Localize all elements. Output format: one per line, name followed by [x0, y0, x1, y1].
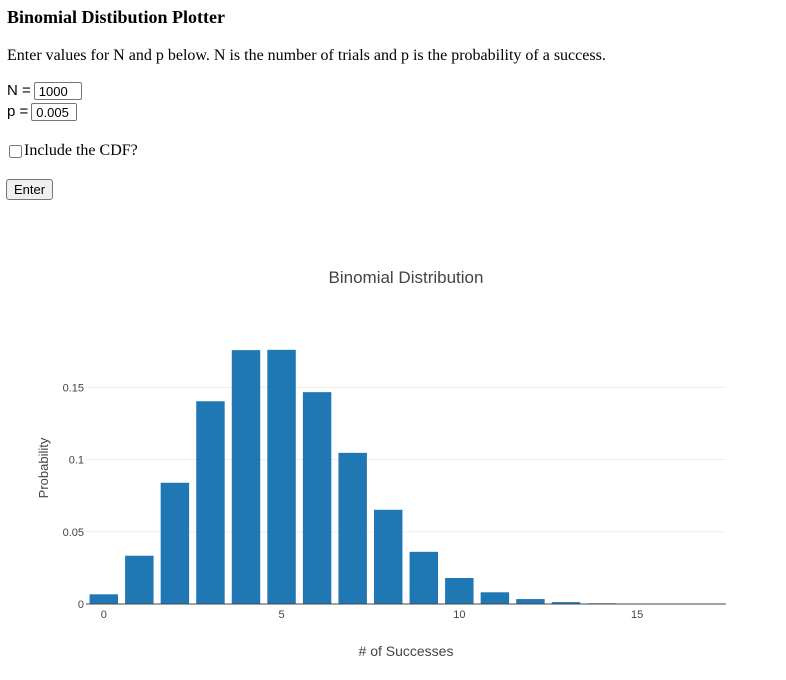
bar	[267, 349, 296, 604]
bar	[231, 350, 261, 604]
p-label: p =	[7, 103, 29, 120]
bar	[338, 452, 367, 604]
y-axis-ticks: 0 0.05 0.1 0.15	[63, 382, 84, 611]
y-tick-label: 0.15	[63, 382, 84, 394]
bar	[516, 599, 545, 604]
bar	[196, 401, 225, 604]
instructions-text: Enter values for N and p below. N is the…	[7, 47, 606, 64]
x-tick-label: 5	[278, 609, 284, 621]
bar	[409, 551, 438, 604]
n-input[interactable]	[33, 82, 82, 100]
x-axis-ticks: 0 5 10 15	[101, 609, 644, 621]
y-tick-label: 0	[78, 599, 84, 611]
bar	[551, 602, 581, 604]
n-field-row: N =	[7, 81, 82, 101]
x-tick-label: 0	[101, 609, 107, 621]
bar	[374, 509, 403, 604]
x-tick-label: 15	[631, 609, 643, 621]
y-tick-label: 0.05	[63, 527, 84, 539]
chart-title: Binomial Distribution	[329, 268, 484, 287]
cdf-option[interactable]: Include the CDF?	[9, 142, 138, 160]
cdf-checkbox[interactable]	[9, 144, 22, 158]
n-label: N =	[7, 82, 31, 99]
bar	[480, 592, 510, 604]
x-axis-title: # of Successes	[359, 643, 454, 659]
p-field-row: p =	[7, 102, 78, 122]
y-axis-title: Probability	[36, 437, 51, 498]
bar	[445, 577, 474, 604]
binomial-chart: Binomial Distribution 0 5 10 15 0 0.05 0.1 0.1…	[36, 268, 726, 659]
p-input[interactable]	[31, 103, 78, 121]
enter-button[interactable]: Enter	[6, 179, 54, 200]
page-heading: Binomial Distibution Plotter	[7, 7, 226, 27]
y-tick-label: 0.1	[69, 455, 84, 467]
cdf-label: Include the CDF?	[24, 142, 138, 159]
bar	[302, 392, 332, 604]
bar	[89, 594, 118, 604]
bar	[160, 482, 190, 604]
x-tick-label: 10	[453, 609, 465, 621]
grid-lines	[86, 386, 726, 533]
bars	[89, 349, 687, 604]
bar	[125, 555, 154, 604]
